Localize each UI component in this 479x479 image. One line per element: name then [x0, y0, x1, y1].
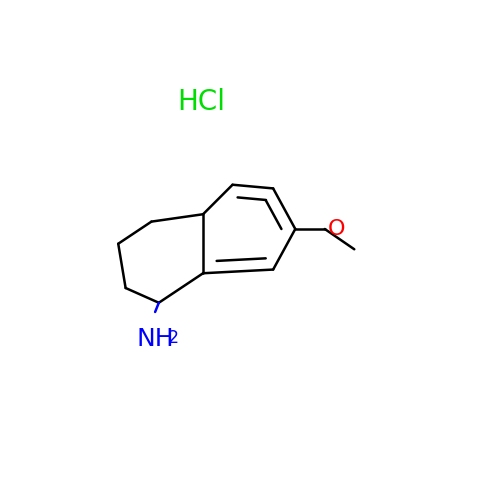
Text: HCl: HCl	[177, 88, 225, 116]
Text: O: O	[327, 219, 345, 239]
Text: 2: 2	[167, 329, 178, 347]
Text: NH: NH	[137, 327, 174, 351]
